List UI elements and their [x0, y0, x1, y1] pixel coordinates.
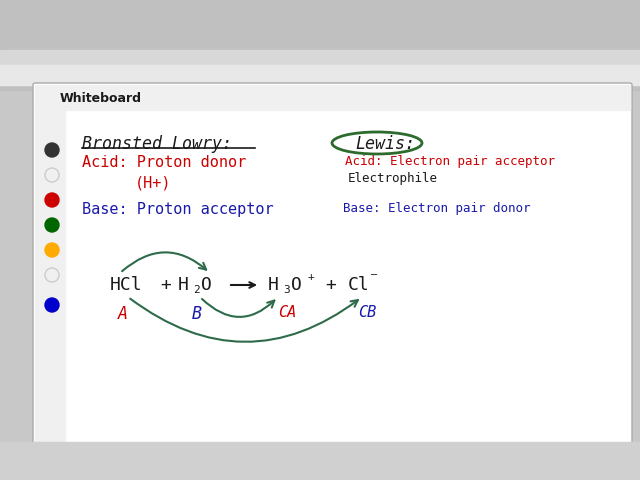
Text: HCl: HCl	[110, 276, 143, 294]
Text: Lewis:: Lewis:	[355, 135, 415, 153]
Text: +: +	[160, 276, 171, 294]
Text: H: H	[268, 276, 279, 294]
Circle shape	[45, 218, 59, 232]
Text: 2: 2	[193, 285, 200, 295]
Circle shape	[45, 193, 59, 207]
Bar	[35, 110, 65, 470]
Text: −: −	[370, 270, 378, 280]
Text: 3: 3	[283, 285, 290, 295]
Text: A: A	[118, 305, 128, 323]
Text: B: B	[192, 305, 202, 323]
Bar	[0, 50, 640, 85]
Text: Electrophile: Electrophile	[348, 172, 438, 185]
Text: Bronsted Lowry:: Bronsted Lowry:	[82, 135, 232, 153]
Bar	[0, 442, 640, 480]
Text: (H+): (H+)	[135, 175, 172, 190]
FancyBboxPatch shape	[33, 83, 632, 472]
Text: O: O	[201, 276, 212, 294]
Text: Base: Electron pair donor: Base: Electron pair donor	[343, 202, 531, 215]
Text: Whiteboard: Whiteboard	[60, 93, 142, 106]
Text: H: H	[178, 276, 189, 294]
Text: Cl: Cl	[348, 276, 370, 294]
Text: CA: CA	[278, 305, 296, 320]
Text: +: +	[308, 272, 315, 282]
FancyArrowPatch shape	[130, 299, 358, 342]
FancyArrowPatch shape	[122, 252, 206, 271]
Text: Acid: Electron pair acceptor: Acid: Electron pair acceptor	[345, 155, 555, 168]
Text: +: +	[325, 276, 336, 294]
Bar	[0, 0, 640, 90]
Text: Base: Proton acceptor: Base: Proton acceptor	[82, 202, 274, 217]
Circle shape	[45, 298, 59, 312]
FancyArrowPatch shape	[202, 299, 275, 317]
Circle shape	[45, 143, 59, 157]
Text: O: O	[291, 276, 302, 294]
Text: CB: CB	[358, 305, 376, 320]
Circle shape	[45, 243, 59, 257]
Text: Acid: Proton donor: Acid: Proton donor	[82, 155, 246, 170]
Bar	[35, 85, 630, 110]
Bar	[0, 65, 640, 85]
